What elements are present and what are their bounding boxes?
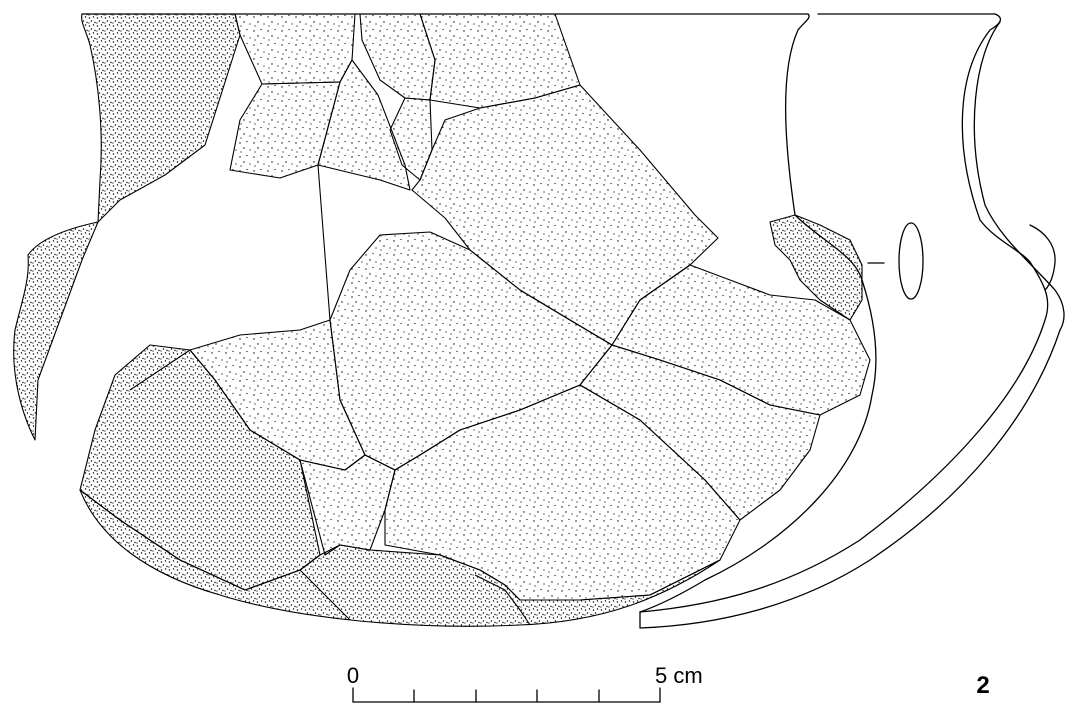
section-outer-wall bbox=[639, 13, 1049, 613]
sherd-upper-3 bbox=[317, 59, 411, 191]
sherd-shoulder-left bbox=[13, 221, 99, 441]
section-inner-wall bbox=[639, 21, 1065, 629]
sherd-upper-1 bbox=[234, 13, 356, 85]
crack-4 bbox=[129, 349, 191, 391]
handle-cross-section bbox=[898, 222, 924, 300]
sherd-lug-shoulder bbox=[769, 214, 863, 321]
crack-2 bbox=[299, 569, 351, 621]
sherd-base bbox=[79, 489, 721, 627]
scale-bar: 0 5 cm bbox=[347, 663, 703, 703]
scale-bar-end-label: 5 cm bbox=[655, 663, 703, 688]
figure-number: 2 bbox=[976, 672, 989, 699]
crack-1 bbox=[317, 164, 331, 321]
vessel-outline-right bbox=[639, 13, 877, 613]
sherd-neck-left bbox=[81, 13, 241, 223]
crack-3 bbox=[474, 574, 531, 626]
vessel-exterior-view bbox=[13, 13, 877, 627]
section-handle-lug bbox=[1029, 224, 1056, 291]
vessel-section-view bbox=[639, 13, 1065, 629]
scale-bar-start-label: 0 bbox=[347, 663, 359, 688]
